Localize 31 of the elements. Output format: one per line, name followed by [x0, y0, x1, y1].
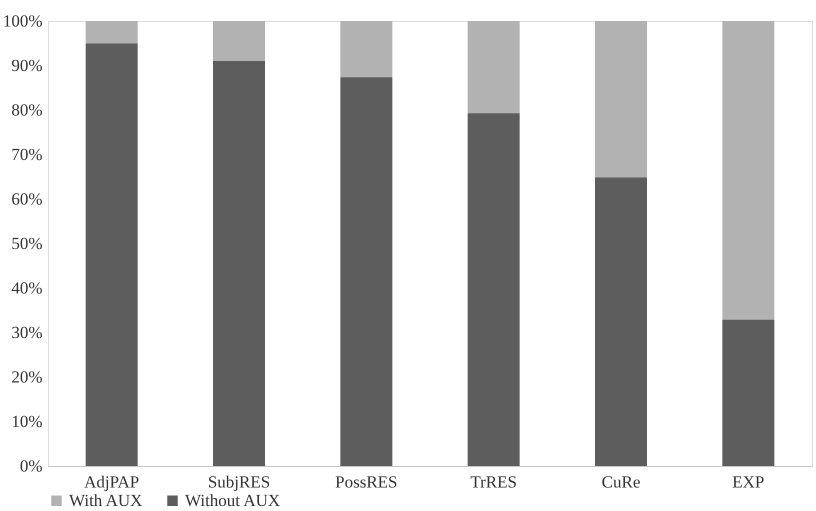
y-tick-label: 10%: [11, 412, 42, 431]
bar: [340, 77, 392, 466]
bar: [722, 21, 774, 320]
y-tick-label: 100%: [2, 12, 42, 30]
y-tick-label: 80%: [11, 100, 42, 120]
bar: [468, 113, 520, 466]
y-tick-label: 50%: [11, 234, 42, 253]
bar: [340, 21, 392, 78]
bar: [213, 21, 265, 62]
y-tick-label: 0%: [20, 456, 42, 476]
x-tick-label: SubjRES: [208, 472, 270, 492]
y-tick-label: 30%: [11, 323, 42, 342]
x-tick-label: PossRES: [335, 472, 398, 492]
bar: [468, 21, 520, 114]
y-tick-label: 90%: [11, 56, 42, 75]
bar: [86, 21, 138, 44]
y-tick-label: 60%: [11, 190, 42, 208]
x-tick-label: TrRES: [470, 472, 517, 492]
bar: [213, 61, 265, 466]
legend-label: With AUX: [69, 490, 142, 510]
legend-label: Without AUX: [185, 490, 280, 510]
x-tick-label: AdjPAP: [84, 472, 140, 492]
y-tick-label: 20%: [11, 368, 42, 386]
bar: [86, 43, 138, 466]
y-tick-label: 70%: [11, 145, 42, 164]
x-tick-label: CuRe: [602, 472, 640, 492]
bar: [722, 320, 774, 466]
x-tick-label: EXP: [732, 472, 764, 492]
bar: [595, 177, 647, 466]
y-tick-label: 40%: [11, 278, 42, 298]
bar: [595, 21, 647, 178]
